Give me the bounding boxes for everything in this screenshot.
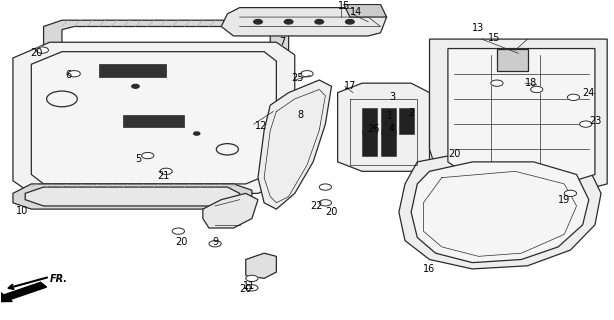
Text: 3: 3: [390, 92, 396, 102]
Polygon shape: [362, 130, 378, 156]
Circle shape: [132, 84, 139, 88]
Text: 5: 5: [136, 154, 142, 164]
Circle shape: [142, 152, 154, 159]
Polygon shape: [203, 193, 258, 228]
Text: 17: 17: [344, 81, 356, 91]
Circle shape: [172, 228, 184, 234]
Text: 14: 14: [350, 7, 362, 17]
Polygon shape: [99, 64, 166, 77]
FancyArrow shape: [0, 282, 47, 302]
Text: 4: 4: [389, 124, 395, 134]
Text: 7: 7: [279, 37, 286, 47]
Polygon shape: [430, 39, 607, 193]
Text: 20: 20: [175, 237, 188, 247]
Text: 24: 24: [583, 88, 595, 98]
Circle shape: [193, 132, 200, 135]
Circle shape: [254, 20, 262, 24]
Polygon shape: [362, 108, 378, 133]
Circle shape: [246, 285, 258, 291]
Polygon shape: [338, 83, 430, 171]
Polygon shape: [399, 108, 414, 133]
Circle shape: [530, 86, 543, 92]
Circle shape: [567, 94, 580, 100]
Polygon shape: [13, 184, 252, 209]
Text: 8: 8: [298, 110, 304, 120]
Polygon shape: [62, 27, 270, 55]
Text: FR.: FR.: [50, 274, 68, 284]
Text: 20: 20: [239, 284, 252, 294]
Circle shape: [491, 80, 503, 86]
Circle shape: [246, 275, 258, 282]
Polygon shape: [448, 49, 595, 184]
Polygon shape: [123, 115, 184, 127]
Polygon shape: [246, 253, 276, 278]
Polygon shape: [399, 152, 601, 269]
Polygon shape: [411, 162, 589, 263]
Polygon shape: [25, 187, 239, 206]
Circle shape: [36, 47, 49, 53]
Text: 11: 11: [243, 281, 255, 291]
Circle shape: [564, 190, 577, 196]
Text: 25: 25: [292, 74, 304, 84]
Circle shape: [580, 121, 592, 127]
Text: 26: 26: [367, 124, 379, 134]
Text: 2: 2: [408, 108, 414, 118]
Text: 15: 15: [338, 1, 350, 11]
Circle shape: [301, 71, 313, 77]
Circle shape: [209, 241, 221, 247]
Text: 21: 21: [157, 171, 169, 181]
Text: 18: 18: [524, 78, 537, 88]
Polygon shape: [497, 49, 527, 71]
Text: 19: 19: [558, 195, 570, 205]
Polygon shape: [44, 20, 289, 61]
Text: 6: 6: [65, 70, 71, 80]
Text: 20: 20: [325, 207, 338, 217]
Text: 23: 23: [589, 116, 601, 126]
Polygon shape: [258, 80, 332, 209]
Text: 13: 13: [472, 23, 484, 33]
Circle shape: [284, 20, 293, 24]
Polygon shape: [381, 108, 396, 133]
Polygon shape: [31, 52, 276, 184]
Text: 12: 12: [255, 121, 267, 131]
Polygon shape: [13, 42, 295, 193]
Circle shape: [319, 184, 332, 190]
Polygon shape: [221, 8, 387, 36]
Text: 20: 20: [448, 149, 460, 159]
Polygon shape: [381, 130, 396, 156]
Text: 15: 15: [488, 33, 500, 43]
Circle shape: [319, 200, 332, 206]
Circle shape: [315, 20, 324, 24]
Text: 9: 9: [212, 237, 218, 247]
Circle shape: [68, 71, 80, 77]
Text: 10: 10: [16, 206, 28, 216]
Text: 16: 16: [424, 264, 436, 274]
Circle shape: [346, 20, 354, 24]
Circle shape: [160, 168, 172, 174]
Text: 20: 20: [30, 48, 42, 58]
Text: 22: 22: [310, 201, 322, 211]
Text: 1: 1: [387, 111, 393, 121]
Polygon shape: [344, 4, 387, 17]
